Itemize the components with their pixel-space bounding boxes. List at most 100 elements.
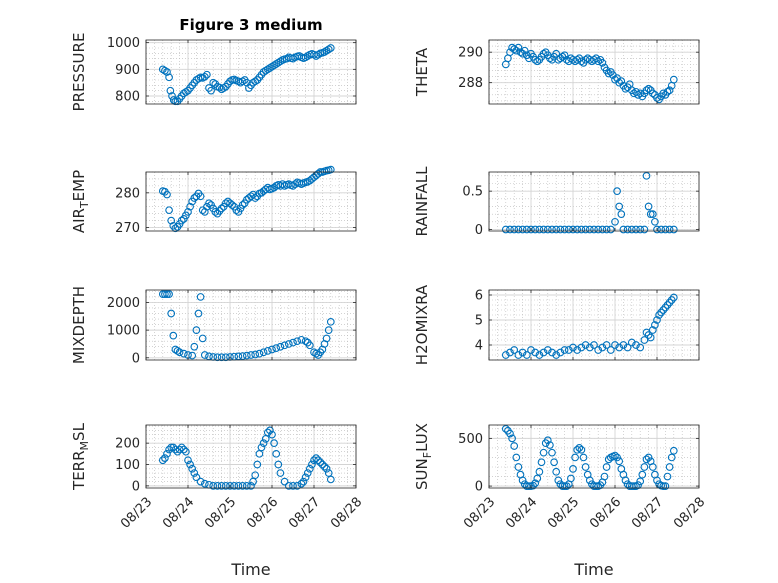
- axes-box: [145, 424, 357, 489]
- data-point: [663, 301, 672, 309]
- data-point: [657, 225, 666, 234]
- data-point: [167, 216, 176, 225]
- data-point: [590, 225, 598, 234]
- data-point: [297, 479, 306, 488]
- y-axis-label-part: SL: [70, 422, 88, 441]
- data-point: [663, 87, 672, 96]
- y-axis-label-part: SUN: [413, 458, 431, 490]
- data-point: [506, 429, 514, 438]
- data-point: [548, 225, 556, 234]
- x-tick-label: 08/27: [629, 495, 666, 532]
- data-point: [611, 341, 619, 349]
- data-point: [594, 225, 603, 234]
- data-point: [602, 341, 611, 349]
- data-point: [188, 351, 197, 360]
- data-point: [579, 453, 588, 462]
- data-point: [604, 69, 613, 78]
- data-point: [182, 88, 190, 96]
- data-point: [651, 321, 659, 329]
- data-point: [581, 225, 590, 234]
- data-point: [567, 474, 575, 483]
- y-tick-label: 288: [458, 76, 483, 91]
- data-point: [219, 84, 228, 92]
- data-point: [598, 225, 607, 234]
- data-point: [627, 338, 636, 347]
- data-point: [217, 353, 226, 362]
- data-point: [552, 351, 561, 359]
- data-point: [636, 477, 645, 486]
- y-axis-label: MIXDEPTH: [70, 286, 88, 364]
- data-point: [280, 341, 289, 350]
- data-point: [263, 347, 272, 355]
- data-point: [316, 458, 325, 467]
- data-point: [531, 479, 540, 488]
- data-point: [217, 204, 226, 213]
- data-series: [501, 293, 678, 359]
- data-point: [535, 225, 544, 234]
- data-point: [196, 293, 205, 301]
- data-point: [251, 77, 260, 86]
- data-point: [535, 467, 544, 476]
- y-tick-label: 1000: [107, 324, 140, 339]
- data-point: [577, 343, 586, 352]
- data-point: [289, 482, 297, 490]
- data-point: [638, 470, 647, 479]
- y-tick-label: 200: [115, 437, 140, 452]
- data-point: [268, 430, 276, 439]
- data-point: [284, 340, 293, 348]
- data-point: [569, 225, 577, 234]
- y-tick-label: 800: [115, 90, 140, 105]
- data-point: [552, 225, 561, 234]
- x-tick-label: 08/26: [587, 495, 624, 532]
- data-point: [611, 451, 619, 460]
- data-point: [533, 57, 542, 66]
- data-point: [522, 351, 531, 359]
- data-point: [186, 460, 194, 469]
- data-point: [209, 78, 218, 87]
- x-tick-label: 08/25: [545, 495, 582, 532]
- data-point: [259, 348, 268, 357]
- y-axis-label-subscript: M: [78, 441, 91, 451]
- data-point: [165, 73, 173, 82]
- data-point: [324, 326, 333, 334]
- subplot-air-temp: 270 280 AIRTEMP: [70, 165, 357, 236]
- data-point: [648, 326, 657, 334]
- data-point: [606, 346, 615, 354]
- data-point: [653, 225, 661, 234]
- plot-area: [146, 290, 356, 360]
- data-point: [514, 225, 523, 234]
- data-point: [642, 86, 651, 95]
- subplot-h2omixra: 4 5 6 H2OMIXRA: [413, 284, 700, 365]
- x-tick-label: 08/24: [160, 495, 197, 532]
- data-point: [539, 49, 548, 58]
- axes-box: [488, 289, 700, 361]
- data-point: [560, 482, 569, 490]
- data-point: [213, 482, 222, 490]
- data-point: [669, 446, 678, 455]
- data-point: [168, 92, 176, 100]
- data-point: [619, 225, 628, 234]
- data-point: [556, 348, 565, 357]
- y-tick-label: 0: [132, 479, 140, 494]
- data-point: [272, 449, 281, 458]
- data-point: [520, 46, 529, 55]
- data-point: [326, 317, 335, 326]
- data-point: [293, 337, 302, 346]
- data-point: [158, 456, 167, 465]
- data-point: [522, 225, 531, 234]
- data-point: [228, 201, 236, 209]
- y-axis-label: AIRTEMP: [70, 170, 91, 233]
- data-point: [562, 482, 571, 490]
- y-tick-label: 0.5: [462, 185, 483, 200]
- data-point: [238, 77, 247, 86]
- data-point: [577, 57, 586, 66]
- data-point: [305, 341, 314, 350]
- x-tick-label: 08/23: [118, 495, 155, 532]
- y-tick-label: 270: [115, 221, 140, 236]
- data-point: [615, 343, 624, 352]
- data-point: [200, 479, 209, 488]
- data-point: [527, 346, 535, 354]
- data-point: [640, 463, 649, 471]
- data-point: [531, 55, 540, 64]
